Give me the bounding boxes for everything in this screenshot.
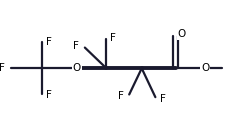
Text: F: F bbox=[46, 37, 51, 46]
Text: F: F bbox=[118, 91, 124, 101]
Text: F: F bbox=[110, 33, 116, 42]
Text: O: O bbox=[201, 63, 210, 73]
Text: F: F bbox=[160, 94, 166, 104]
Text: F: F bbox=[73, 41, 79, 51]
Text: O: O bbox=[177, 29, 186, 39]
Text: O: O bbox=[73, 63, 81, 73]
Text: F: F bbox=[46, 90, 51, 100]
Text: F: F bbox=[0, 63, 5, 73]
